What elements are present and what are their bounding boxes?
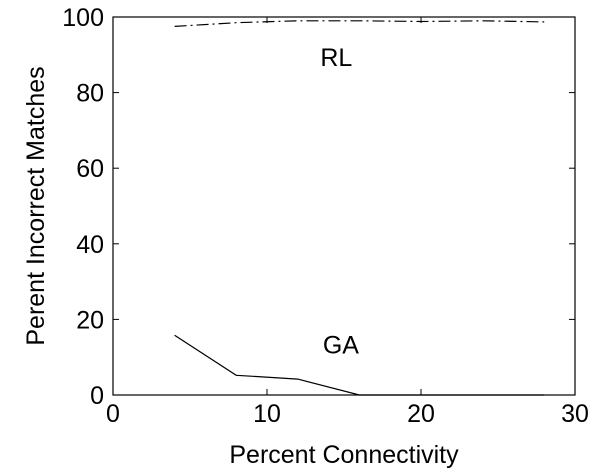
x-tick-label: 30 [561,400,589,428]
y-tick-label: 40 [76,231,104,259]
plot-area [112,16,576,396]
axis-ticks: 0 10 20 30 0 20 40 60 80 100 [62,4,589,428]
x-tick-label: 10 [253,400,281,428]
annotation-ga: GA [323,331,359,359]
y-tick-label: 60 [76,155,104,183]
series-line-rl [174,20,545,27]
series-line-ga [174,334,545,396]
series-group [174,20,545,396]
y-tick-label: 0 [90,382,104,410]
x-axis-label: Percent Connectivity [229,441,459,469]
y-tick-label: 80 [76,80,104,108]
x-tick-label: 20 [407,400,435,428]
y-tick-label: 100 [62,4,104,32]
annotations: RL GA [320,44,359,359]
annotation-rl: RL [320,44,352,72]
y-tick-label: 20 [76,306,104,334]
x-tick-label: 0 [106,400,120,428]
y-axis-label: Perent Incorrect Matches [22,66,50,345]
